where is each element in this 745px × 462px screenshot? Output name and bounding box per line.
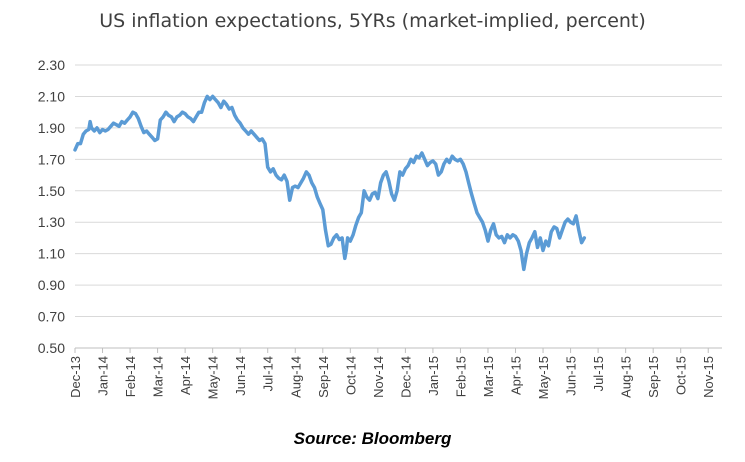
y-tick-label: 2.10 [38,88,65,104]
x-tick-label: Feb-15 [453,356,468,397]
x-tick-label: Jun-14 [233,356,248,396]
x-tick-label: Dec-13 [68,356,83,398]
x-tick-label: Jan-14 [96,356,111,396]
x-tick-label: Nov-14 [371,356,386,398]
x-tick-label: Jul-15 [591,356,606,391]
y-tick-labels: 0.50 0.70 0.90 1.10 1.30 1.50 1.70 1.90 2.10 2.30 [38,57,65,356]
x-tick-label: Sep-15 [646,356,661,398]
x-tick-label: Nov-15 [701,356,716,398]
x-tick-label: Apr-14 [178,356,193,395]
y-tick-label: 1.50 [38,183,65,199]
chart-title: US inflation expectations, 5YRs (market-… [99,10,646,32]
y-tick-label: 1.70 [38,151,65,167]
series-layer [73,94,587,272]
y-tick-label: 0.90 [38,277,65,293]
y-tick-label: 0.50 [38,340,65,356]
x-tick-labels: Dec-13 Jan-14 Feb-14 Mar-14 Apr-14 May-14 Jun-… [68,356,716,399]
y-tick-label: 2.30 [38,57,65,73]
y-tick-label: 1.30 [38,214,65,230]
x-tick-label: Mar-15 [481,356,496,397]
x-tick-label: Jun-15 [564,356,579,396]
x-tick-label: Jul-14 [261,356,276,391]
x-tick-label: Feb-14 [123,356,138,397]
x-tick-label: Aug-14 [288,356,303,398]
x-tick-label: Oct-15 [674,356,689,395]
gridlines [75,64,722,349]
x-tick-label: Mar-14 [151,356,166,397]
y-tick-label: 1.90 [38,120,65,136]
x-tick-label: May-15 [536,356,551,399]
y-tick-label: 1.10 [38,246,65,262]
x-tick-label: Oct-14 [343,356,358,395]
x-tick-label: Apr-15 [509,356,524,395]
x-tick-label: Jan-15 [426,356,441,396]
x-tick-label: May-14 [206,356,221,399]
source-note: Source: Bloomberg [293,429,452,448]
x-tick-label: Aug-15 [619,356,634,398]
series-line [73,94,587,272]
y-tick-label: 0.70 [38,309,65,325]
x-tick-label: Dec-14 [398,356,413,398]
x-tick-label: Sep-14 [316,356,331,398]
axes [74,348,709,353]
